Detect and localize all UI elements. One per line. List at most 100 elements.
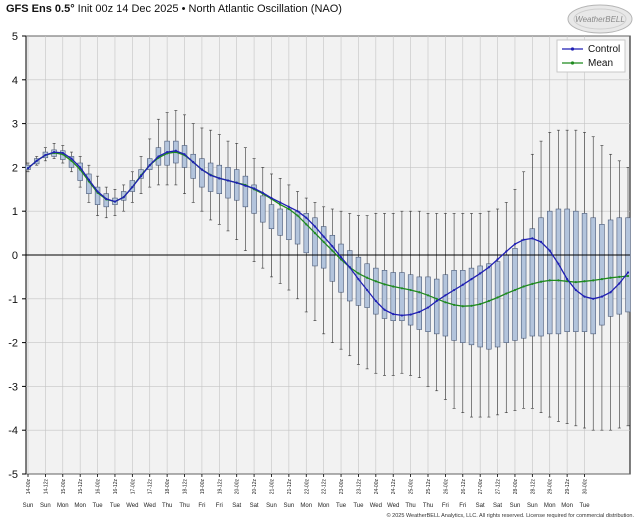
control-point <box>218 177 221 180</box>
control-point <box>505 250 508 253</box>
legend: Control Mean <box>556 39 626 73</box>
x-tick-label: 18-12z <box>183 479 189 495</box>
y-tick-label: 2 <box>12 162 18 174</box>
mean-point <box>400 287 404 290</box>
mean-point <box>313 232 317 235</box>
x-tick-label: 25-00z <box>409 479 415 495</box>
control-point <box>479 272 482 275</box>
control-point <box>26 167 30 170</box>
ensemble-box <box>286 208 292 240</box>
control-point <box>366 288 369 292</box>
chart-title: GFS Ens 0.5° Init 00z 14 Dec 2025 • Nort… <box>6 3 342 15</box>
mean-point <box>461 305 464 308</box>
control-point <box>444 294 447 297</box>
ensemble-box <box>260 195 266 223</box>
control-point <box>270 196 273 200</box>
control-point <box>35 159 38 162</box>
control-point <box>618 282 621 285</box>
control-point <box>305 216 308 219</box>
mean-point <box>452 303 456 307</box>
ensemble-box <box>207 162 214 192</box>
mean-point <box>279 203 282 206</box>
x-tick-label: 19-00z <box>200 479 206 495</box>
y-tick-label: -2 <box>8 338 18 350</box>
x-day-label: Mon <box>300 503 312 509</box>
x-tick-label: 25-12z <box>426 479 432 495</box>
control-point <box>487 266 490 269</box>
x-day-label: Fri <box>198 503 205 509</box>
ensemble-box <box>338 243 344 293</box>
x-day-label: Mon <box>561 503 573 509</box>
control-point <box>322 235 325 238</box>
control-point <box>52 150 56 154</box>
control-point <box>331 245 334 248</box>
control-point <box>426 306 430 309</box>
ensemble-box <box>599 224 605 326</box>
control-point <box>287 205 290 208</box>
control-point <box>279 201 282 204</box>
x-tick-label: 15-00z <box>61 479 67 495</box>
mean-point <box>305 223 308 226</box>
control-point <box>522 238 525 241</box>
ensemble-box <box>399 272 405 321</box>
control-point <box>70 157 73 160</box>
x-tick-label: 23-12z <box>356 479 362 495</box>
x-tick-label: 20-12z <box>252 479 258 495</box>
ensemble-box <box>573 210 579 332</box>
control-point <box>392 313 395 316</box>
ensemble-box <box>120 191 127 201</box>
y-tick-label: -4 <box>8 425 18 437</box>
x-day-label: Tue <box>579 503 590 509</box>
x-day-label: Mon <box>544 503 556 509</box>
y-tick-label: 4 <box>12 75 18 87</box>
control-point <box>209 174 212 177</box>
ensemble-box <box>494 261 501 348</box>
y-tick-label: -1 <box>8 294 18 306</box>
chart-title-model: GFS Ens 0.5° <box>6 3 75 15</box>
control-point <box>139 175 143 178</box>
ensemble-box <box>312 217 318 267</box>
x-day-label: Wed <box>370 503 382 509</box>
control-point <box>252 187 256 190</box>
copyright-footer: © 2025 WeatherBELL Analytics, LLC. All r… <box>386 513 634 519</box>
control-point <box>409 313 412 316</box>
mean-point <box>618 275 621 278</box>
x-tick-label: 17-00z <box>130 479 136 495</box>
x-tick-label: 26-12z <box>461 479 467 495</box>
ensemble-box <box>199 158 205 188</box>
ensemble-box <box>442 274 449 337</box>
control-point <box>461 283 464 286</box>
x-tick-label: 24-00z <box>374 479 380 495</box>
control-point <box>531 237 534 240</box>
x-day-label: Fri <box>216 503 223 509</box>
mean-point <box>444 301 447 304</box>
control-point <box>226 179 230 182</box>
mean-point <box>557 279 560 282</box>
x-tick-label: 19-12z <box>217 479 223 495</box>
mean-point <box>435 297 438 300</box>
mean-point <box>418 291 421 294</box>
x-day-label: Sun <box>510 503 521 509</box>
control-point <box>400 314 404 317</box>
x-tick-label: 27-00z <box>478 479 484 495</box>
control-point <box>383 308 386 311</box>
x-day-label: Fri <box>459 503 466 509</box>
legend-control-label: Control <box>588 44 620 55</box>
x-tick-label: 29-00z <box>548 479 554 495</box>
x-day-label: Sat <box>250 503 259 509</box>
mean-point <box>392 285 395 288</box>
legend-control-marker <box>570 47 575 51</box>
x-day-label: Mon <box>74 503 86 509</box>
control-point <box>122 196 125 199</box>
weatherbell-logo: WeatherBELL <box>566 4 634 34</box>
y-tick-label: 3 <box>12 119 18 131</box>
ensemble-box <box>390 272 396 321</box>
control-point <box>574 288 577 292</box>
x-tick-label: 28-12z <box>530 479 536 495</box>
mean-point <box>383 283 386 286</box>
ensemble-box <box>555 208 562 335</box>
ensemble-box <box>364 263 370 308</box>
ensemble-box <box>616 217 623 315</box>
control-point <box>79 166 82 169</box>
x-day-label: Wed <box>387 503 399 509</box>
